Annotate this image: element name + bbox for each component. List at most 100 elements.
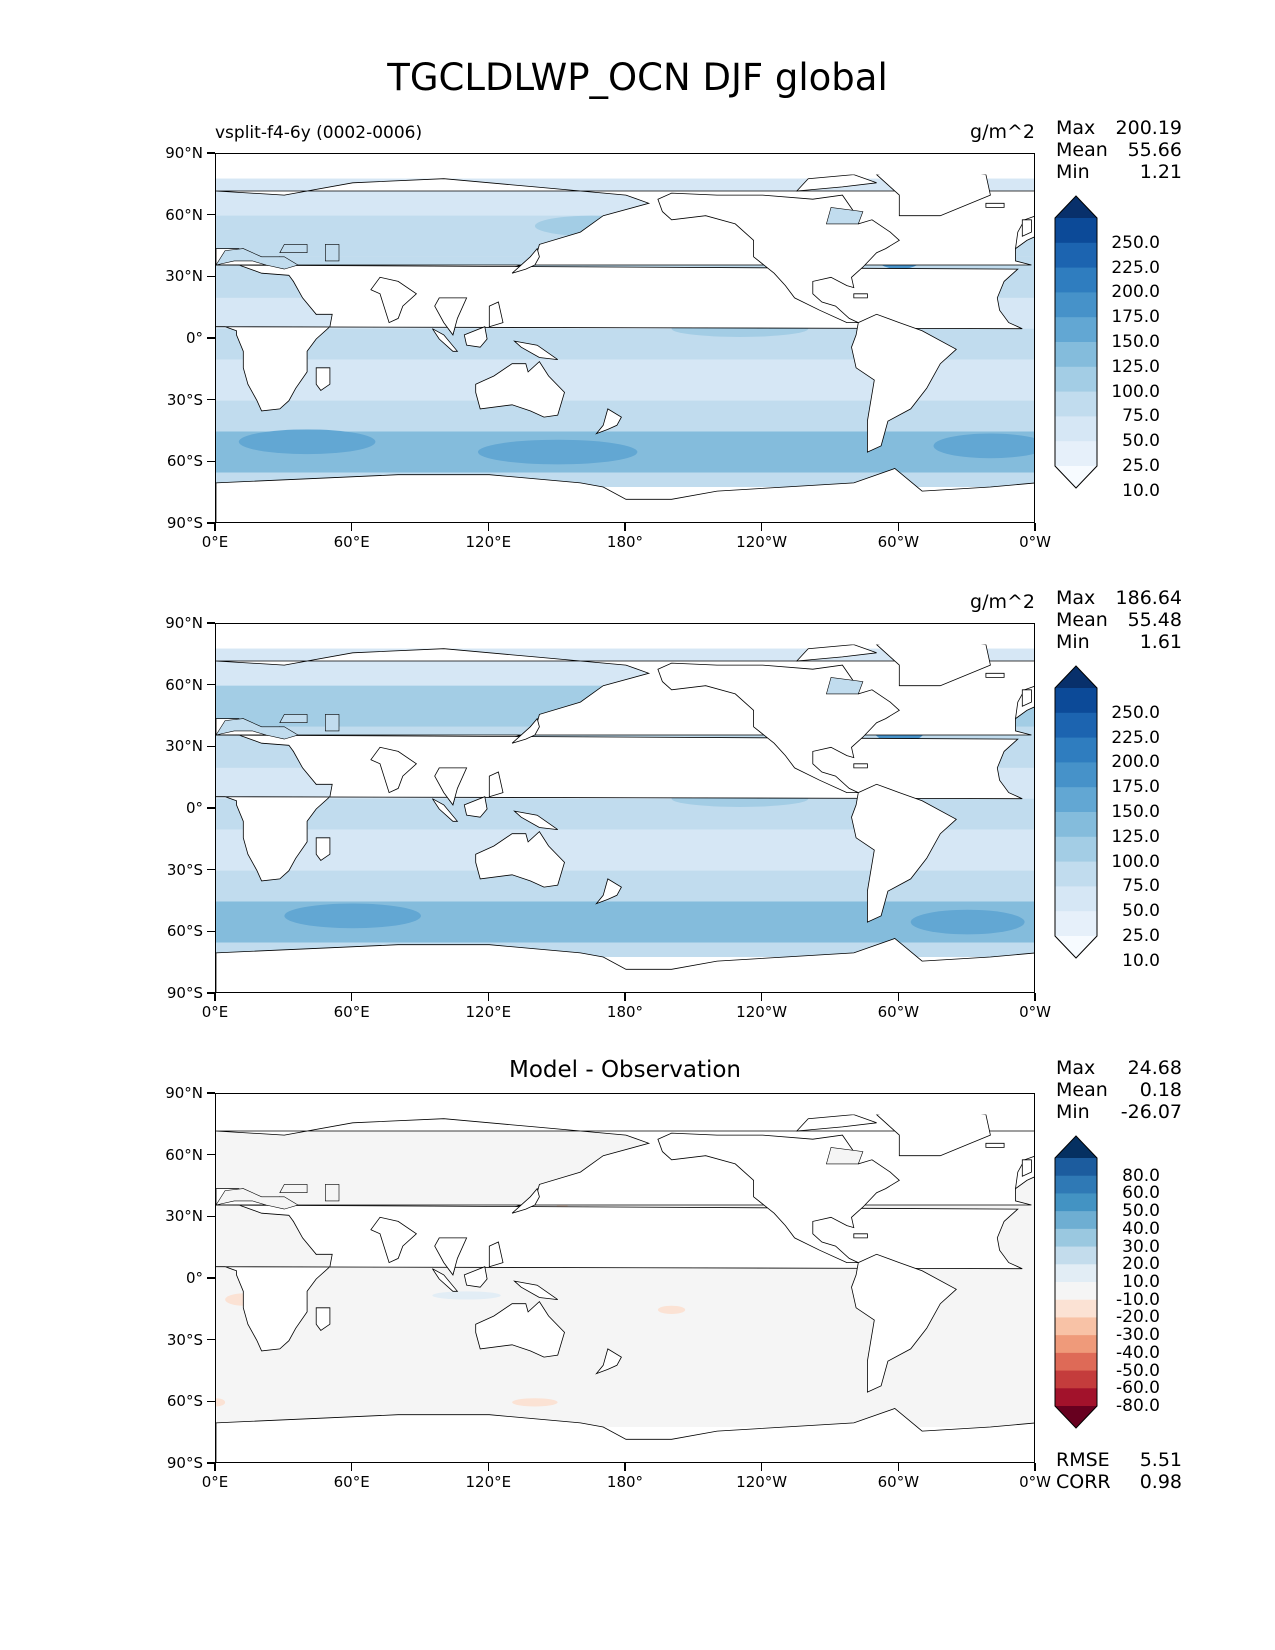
lon-tick	[624, 1463, 626, 1471]
stats-box: Max 186.64 Mean 55.48 Min 1.61	[1056, 587, 1182, 653]
map-plot	[215, 1093, 1035, 1463]
stat-label: Min	[1056, 631, 1090, 653]
lon-label: 120°E	[465, 1473, 512, 1491]
lat-tick	[207, 745, 215, 748]
lat-tick	[207, 1400, 215, 1403]
lat-label: 30°S	[166, 860, 203, 879]
stat-label: Max	[1056, 1057, 1096, 1079]
lon-label: 60°W	[877, 1473, 920, 1491]
lon-label: 60°E	[333, 1003, 370, 1021]
lon-label: 0°W	[1019, 1003, 1051, 1021]
lon-tick	[1034, 1463, 1036, 1471]
colorbar-label: 50.0	[1122, 431, 1160, 452]
colorbar-label: 150.0	[1111, 332, 1160, 352]
colorbar-label: 80.0	[1122, 1165, 1160, 1186]
lon-tick	[624, 993, 626, 1001]
lon-tick	[214, 993, 216, 1001]
stats-box: Max 200.19 Mean 55.66 Min 1.21	[1056, 117, 1182, 183]
stat-row-corr: CORR 0.98	[1056, 1471, 1182, 1493]
lat-tick	[207, 1153, 215, 1156]
lat-tick	[207, 1215, 215, 1218]
lat-label: 90°S	[166, 1454, 203, 1472]
lat-tick	[207, 1092, 215, 1094]
lat-label: 60°S	[166, 452, 203, 471]
stat-row-mean: Mean 55.66	[1056, 139, 1182, 161]
stat-row-min: Min 1.21	[1056, 161, 1182, 183]
stat-value: 5.51	[1139, 1449, 1182, 1471]
lat-label: 30°S	[166, 390, 203, 409]
lon-label: 180°	[606, 1003, 644, 1021]
colorbar-label: -20.0	[1116, 1307, 1160, 1328]
lat-tick	[207, 152, 215, 154]
stat-value: 1.21	[1139, 161, 1182, 183]
lon-tick	[350, 1463, 353, 1471]
stat-row-mean: Mean 0.18	[1056, 1079, 1182, 1101]
lat-tick	[207, 930, 215, 933]
stat-label: Min	[1056, 1101, 1090, 1123]
rmse-corr-box: RMSE 5.51 CORR 0.98	[1056, 1449, 1182, 1493]
lat-label: 90°N	[165, 1084, 203, 1102]
panel-title: Model - Observation	[508, 1057, 742, 1083]
units-label: g/m^2	[970, 591, 1035, 613]
stat-row-min: Min -26.07	[1056, 1101, 1182, 1123]
lon-label: 0°E	[201, 1003, 229, 1021]
colorbar-label: -10.0	[1116, 1289, 1160, 1310]
stat-row-max: Max 186.64	[1056, 587, 1182, 609]
lat-tick	[207, 275, 215, 278]
colorbar-label: 75.0	[1122, 406, 1160, 427]
lat-label: 90°N	[165, 614, 203, 632]
lat-tick	[207, 522, 215, 524]
map-field	[216, 1094, 1034, 1462]
stat-row-min: Min 1.61	[1056, 631, 1182, 653]
lat-tick	[207, 460, 215, 463]
stat-value: 186.64	[1115, 587, 1182, 609]
lon-label: 120°E	[465, 533, 512, 551]
colorbar	[1054, 665, 1098, 959]
lon-label: 0°W	[1019, 1473, 1051, 1491]
colorbar-label: 125.0	[1111, 826, 1160, 847]
lon-tick	[487, 523, 490, 531]
lat-tick	[207, 622, 215, 624]
lon-label: 60°W	[877, 533, 920, 551]
lat-tick	[207, 868, 215, 871]
stat-row-mean: Mean 55.48	[1056, 609, 1182, 631]
lon-tick	[897, 1463, 900, 1471]
map-panel-3: Model - Observation Max 24.68 Mean 0.18 Min -2…	[0, 0, 1275, 1493]
lon-label: 180°	[606, 533, 644, 551]
colorbar-label: 50.0	[1122, 901, 1160, 922]
lat-tick	[207, 683, 215, 686]
colorbar-label: 25.0	[1122, 456, 1160, 476]
lon-tick	[350, 993, 353, 1001]
lat-label: 60°N	[165, 1145, 203, 1164]
lat-tick	[207, 1462, 215, 1464]
colorbar-label: 175.0	[1111, 307, 1160, 328]
colorbar-label: 175.0	[1111, 777, 1160, 798]
lat-label: 30°N	[165, 1207, 203, 1226]
colorbar-label: 10.0	[1122, 950, 1160, 971]
lon-tick	[487, 1463, 490, 1471]
colorbar-container	[1054, 195, 1098, 493]
lon-tick	[214, 1463, 216, 1471]
stat-value: 200.19	[1115, 117, 1182, 139]
colorbar-label: 100.0	[1111, 381, 1160, 402]
lon-tick	[760, 523, 763, 531]
stat-label: Max	[1056, 587, 1096, 609]
lat-label: 30°S	[166, 1330, 203, 1349]
lat-label: 60°N	[165, 675, 203, 694]
lat-label: 0°	[185, 329, 203, 347]
lon-label: 120°E	[465, 1003, 512, 1021]
stat-label: Max	[1056, 117, 1096, 139]
colorbar-label: 40.0	[1122, 1218, 1160, 1239]
colorbar-label: 60.0	[1122, 1183, 1160, 1204]
map-field	[216, 154, 1034, 522]
lon-tick	[214, 523, 216, 531]
colorbar-label: 150.0	[1111, 802, 1160, 822]
lon-label: 0°E	[201, 533, 229, 551]
colorbar-label: 200.0	[1111, 752, 1160, 773]
colorbar-label: 10.0	[1122, 480, 1160, 501]
colorbar-label: -30.0	[1116, 1325, 1160, 1346]
colorbar-label: 25.0	[1122, 926, 1160, 946]
lon-label: 120°W	[736, 1473, 788, 1491]
stat-value: 1.61	[1139, 631, 1182, 653]
colorbar-label: 20.0	[1122, 1254, 1160, 1275]
